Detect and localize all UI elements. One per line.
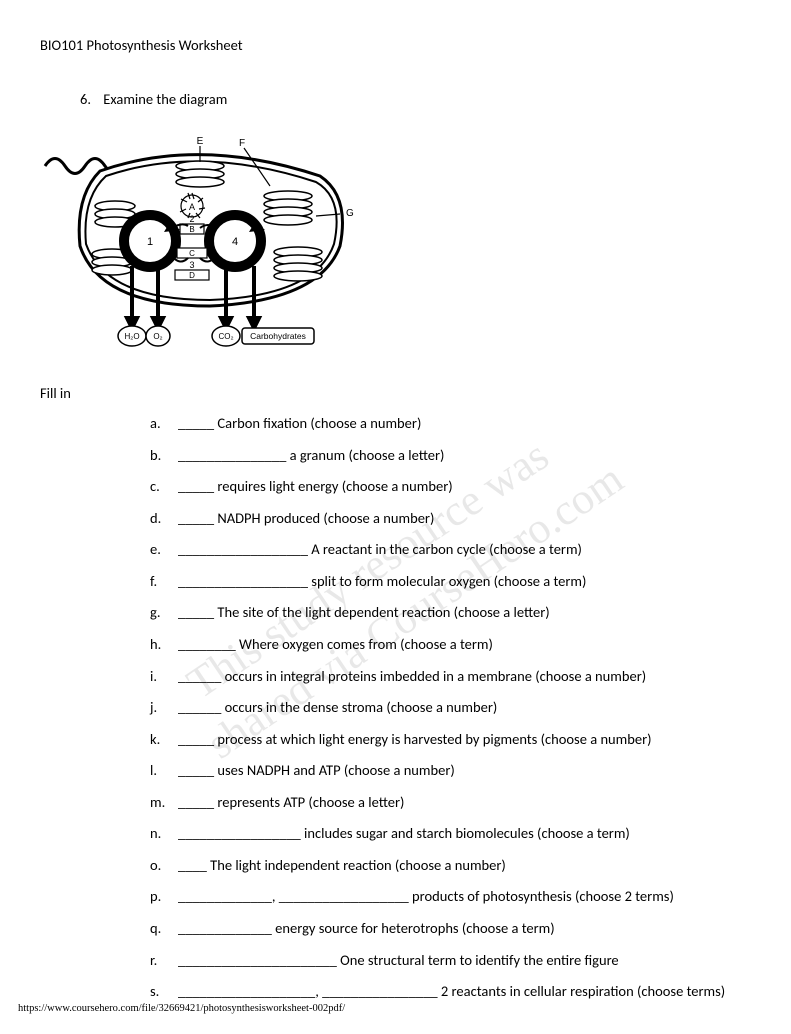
item-text: _____ represents ATP (choose a letter) <box>178 793 404 811</box>
item-letter: a. <box>150 414 161 434</box>
item-letter: q. <box>150 919 161 939</box>
fill-in-item: m. _____ represents ATP (choose a letter) <box>150 793 751 813</box>
item-text: ______ occurs in integral proteins imbed… <box>178 667 646 685</box>
item-letter: n. <box>150 824 161 844</box>
fill-in-item: b. _______________ a granum (choose a let… <box>150 446 751 466</box>
carbs-label: Carbohydrates <box>250 331 306 341</box>
item-text: _____________, __________________ produc… <box>178 887 674 905</box>
item-text: _____ NADPH produced (choose a number) <box>178 509 434 527</box>
chloroplast-diagram: 1 4 A 2 B C 3 D E <box>40 136 360 360</box>
fill-in-item: c. _____ requires light energy (choose a … <box>150 477 751 497</box>
fill-in-item: s. ___________________, ________________ … <box>150 982 751 1002</box>
item-text: ________ Where oxygen comes from (choose… <box>178 635 493 653</box>
page-header: BIO101 Photosynthesis Worksheet <box>40 36 751 54</box>
item-letter: m. <box>150 793 165 813</box>
label-c: C <box>189 249 195 258</box>
fill-in-item: o. ____ The light independent reaction (c… <box>150 856 751 876</box>
item-letter: g. <box>150 603 161 623</box>
item-text: ___________________, ________________ 2 … <box>178 982 725 1000</box>
item-letter: e. <box>150 540 161 560</box>
svg-text:A: A <box>189 202 195 212</box>
label-g: G <box>346 208 354 219</box>
item-letter: i. <box>150 667 157 687</box>
fill-in-item: f. __________________ split to form molec… <box>150 572 751 592</box>
item-letter: k. <box>150 730 160 750</box>
label-4: 4 <box>232 236 238 248</box>
fill-in-item: h. ________ Where oxygen comes from (choo… <box>150 635 751 655</box>
label-2: 2 <box>189 214 194 224</box>
fill-in-item: a. _____ Carbon fixation (choose a number… <box>150 414 751 434</box>
item-text: ____ The light independent reaction (cho… <box>178 856 506 874</box>
item-letter: d. <box>150 509 161 529</box>
label-f: F <box>239 138 245 149</box>
item-letter: f. <box>150 572 157 592</box>
item-text: _____ Carbon fixation (choose a number) <box>178 414 421 432</box>
item-letter: c. <box>150 477 160 497</box>
label-1: 1 <box>147 236 153 248</box>
item-letter: j. <box>150 698 157 718</box>
fill-in-item: e. __________________ A reactant in the c… <box>150 540 751 560</box>
question-text: Examine the diagram <box>103 90 227 108</box>
item-letter: r. <box>150 951 157 971</box>
fill-in-item: g. _____ The site of the light dependent … <box>150 603 751 623</box>
fill-in-item: r. ______________________ One structural … <box>150 951 751 971</box>
item-text: _____ requires light energy (choose a nu… <box>178 477 453 495</box>
question-line: 6. Examine the diagram <box>80 90 751 108</box>
co2-label: CO₂ <box>218 332 233 341</box>
label-e: E <box>197 136 204 147</box>
fill-in-item: k. _____ process at which light energy is… <box>150 730 751 750</box>
item-letter: h. <box>150 635 161 655</box>
label-d: D <box>189 271 195 280</box>
item-letter: l. <box>150 761 157 781</box>
item-text: __________________ A reactant in the car… <box>178 540 582 558</box>
item-letter: o. <box>150 856 161 876</box>
o2-label: O₂ <box>153 332 162 341</box>
fill-in-item: q. _____________ energy source for hetero… <box>150 919 751 939</box>
fill-in-item: j. ______ occurs in the dense stroma (cho… <box>150 698 751 718</box>
fill-in-list: a. _____ Carbon fixation (choose a number… <box>150 414 751 1002</box>
fill-in-item: d. _____ NADPH produced (choose a number) <box>150 509 751 529</box>
item-text: ______________________ One structural te… <box>178 951 619 969</box>
fill-in-item: i. ______ occurs in integral proteins imb… <box>150 667 751 687</box>
fill-in-label: Fill in <box>40 384 751 402</box>
item-text: _____ uses NADPH and ATP (choose a numbe… <box>178 761 455 779</box>
label-3: 3 <box>189 260 194 270</box>
item-text: _____ process at which light energy is h… <box>178 730 652 748</box>
item-text: _______________ a granum (choose a lette… <box>178 446 444 464</box>
item-text: _____________ energy source for heterotr… <box>178 919 555 937</box>
fill-in-item: n. _________________ includes sugar and s… <box>150 824 751 844</box>
h2o-label: H₂O <box>124 332 139 341</box>
item-text: __________________ split to form molecul… <box>178 572 586 590</box>
fill-in-item: p. _____________, __________________ prod… <box>150 887 751 907</box>
item-letter: s. <box>150 982 159 1002</box>
diagram-svg: 1 4 A 2 B C 3 D E <box>40 136 360 356</box>
footer-url: https://www.coursehero.com/file/32669421… <box>18 1003 345 1014</box>
question-number: 6. <box>80 90 100 108</box>
fill-in-item: l. _____ uses NADPH and ATP (choose a num… <box>150 761 751 781</box>
item-text: _________________ includes sugar and sta… <box>178 824 630 842</box>
label-b: B <box>189 225 194 234</box>
item-text: _____ The site of the light dependent re… <box>178 603 550 621</box>
item-text: ______ occurs in the dense stroma (choos… <box>178 698 497 716</box>
worksheet-page: BIO101 Photosynthesis Worksheet 6. Exami… <box>0 0 791 1034</box>
item-letter: b. <box>150 446 161 466</box>
item-letter: p. <box>150 887 161 907</box>
